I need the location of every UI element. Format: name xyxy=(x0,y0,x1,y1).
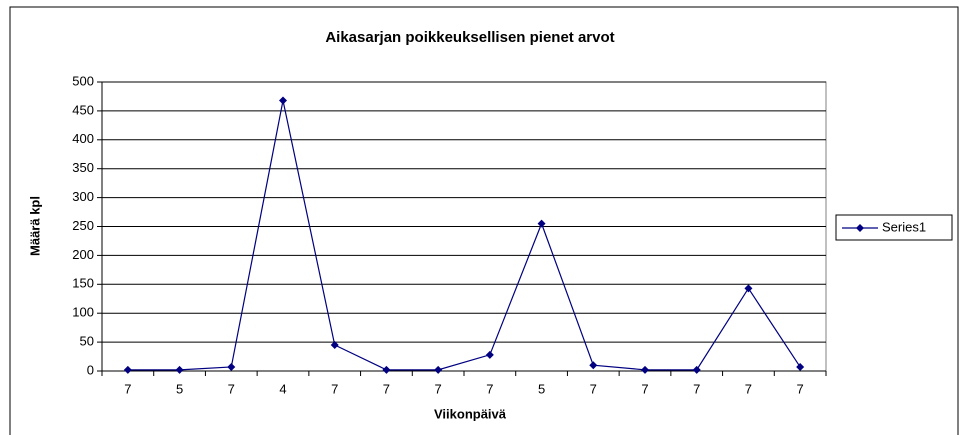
y-tick-label: 50 xyxy=(80,334,94,349)
marker xyxy=(796,362,805,371)
y-tick-label: 500 xyxy=(72,73,94,88)
x-tick-label: 7 xyxy=(641,381,648,396)
legend-marker xyxy=(856,224,864,232)
marker xyxy=(279,96,287,105)
chart-title: Aikasarjan poikkeuksellisen pienet arvot xyxy=(325,29,614,46)
y-axis-title: Määrä kpl xyxy=(27,196,42,256)
y-tick-label: 450 xyxy=(72,102,94,117)
marker xyxy=(589,361,598,370)
marker xyxy=(175,365,184,374)
y-tick-label: 300 xyxy=(72,189,94,204)
legend-label: Series1 xyxy=(882,219,926,234)
y-tick-label: 250 xyxy=(72,218,94,233)
y-tick-label: 100 xyxy=(72,305,94,320)
x-tick-label: 7 xyxy=(435,381,442,396)
x-tick-label: 7 xyxy=(693,381,700,396)
x-tick-label: 7 xyxy=(331,381,338,396)
y-tick-label: 150 xyxy=(72,276,94,291)
marker xyxy=(692,365,701,374)
x-tick-label: 5 xyxy=(538,381,545,396)
marker xyxy=(485,350,494,359)
x-tick-label: 7 xyxy=(745,381,752,396)
x-tick-label: 5 xyxy=(176,381,183,396)
y-tick-label: 200 xyxy=(72,247,94,262)
x-tick-label: 7 xyxy=(590,381,597,396)
y-tick-label: 350 xyxy=(72,160,94,175)
x-tick-label: 7 xyxy=(124,381,131,396)
x-tick-label: 7 xyxy=(228,381,235,396)
x-tick-label: 7 xyxy=(797,381,804,396)
marker xyxy=(641,365,649,374)
marker xyxy=(744,284,753,293)
x-tick-label: 7 xyxy=(383,381,390,396)
y-tick-label: 0 xyxy=(87,362,94,377)
x-axis-title: Viikonpäivä xyxy=(434,406,507,421)
marker xyxy=(123,365,132,374)
marker xyxy=(434,365,443,374)
x-tick-label: 7 xyxy=(486,381,493,396)
marker xyxy=(537,219,546,228)
marker xyxy=(382,365,391,374)
x-tick-label: 4 xyxy=(279,381,286,396)
marker xyxy=(227,362,236,371)
y-tick-label: 400 xyxy=(72,131,94,146)
series-line xyxy=(127,100,801,371)
marker xyxy=(330,340,339,349)
